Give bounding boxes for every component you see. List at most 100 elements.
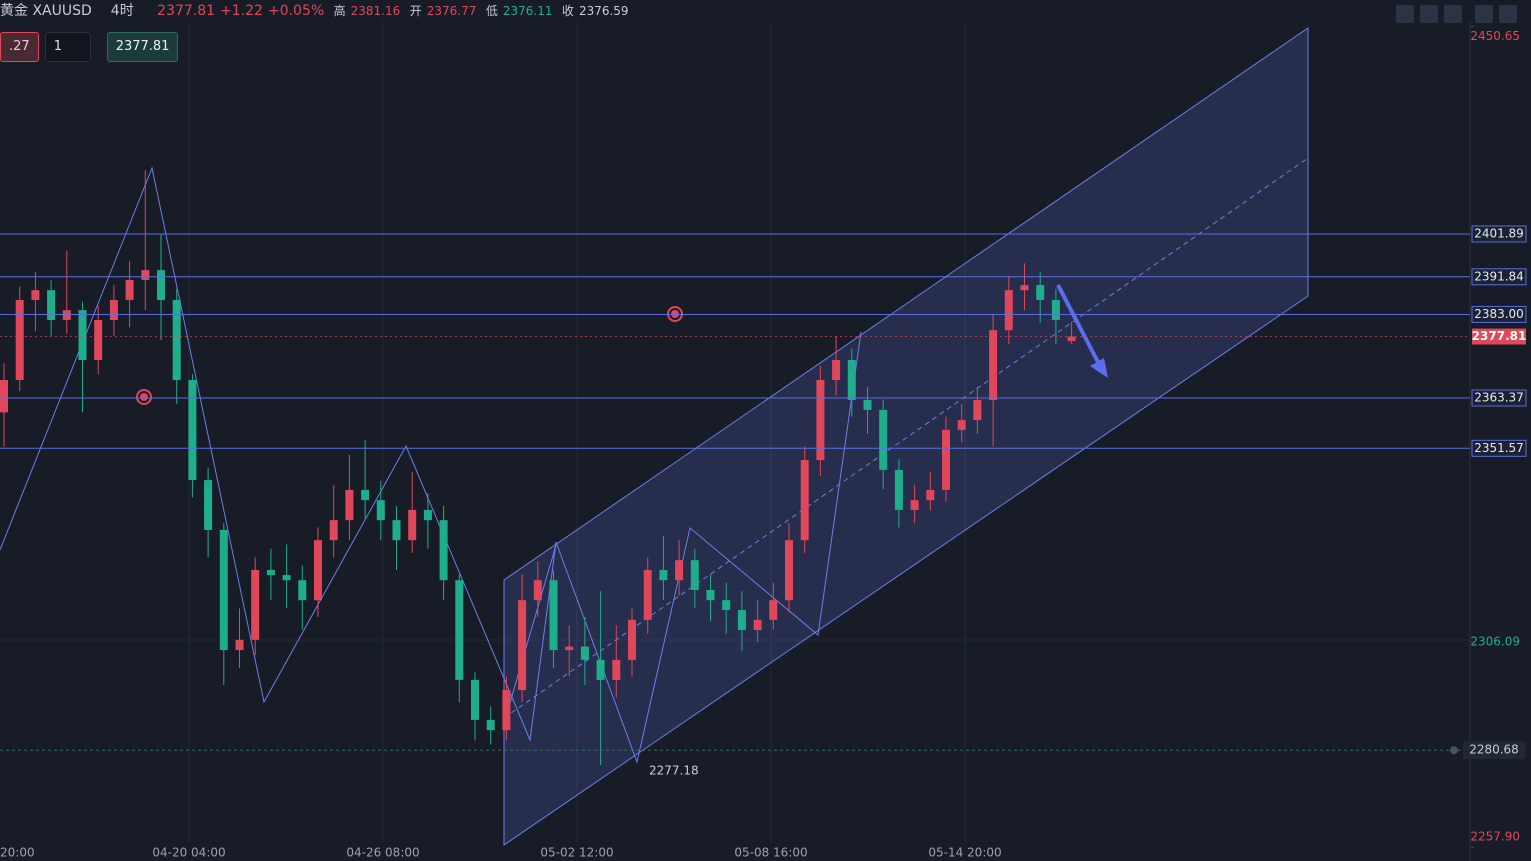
x-tick-label: 05-08 16:00 [734, 846, 807, 860]
candle-body [0, 380, 8, 413]
candle-body [235, 639, 244, 651]
x-tick-label: 05-14 20:00 [928, 846, 1001, 860]
candle-body [1036, 285, 1045, 300]
qty-input[interactable]: 1 [44, 32, 91, 62]
alert-bell [1450, 746, 1458, 755]
interval[interactable]: 4时 [110, 3, 134, 19]
candle-body [471, 679, 479, 720]
candle-body [769, 600, 778, 620]
level-label: 2363.37 [1474, 391, 1524, 405]
candle-body [31, 290, 40, 300]
candle-body [926, 489, 935, 501]
buy-button[interactable]: 2377.81 [106, 32, 179, 62]
candle-body [314, 540, 322, 601]
last-price-box [1472, 328, 1526, 345]
candle-body [785, 540, 793, 601]
candle-body [172, 299, 181, 381]
candle-body [989, 330, 998, 401]
candle-body [455, 580, 464, 680]
label: 收 [561, 4, 574, 18]
low-annotation: 2277.18 [649, 764, 699, 778]
candle-body [863, 400, 872, 410]
candle-body [533, 580, 542, 601]
candle-body [628, 619, 636, 660]
level-box [1471, 268, 1527, 286]
level-label: 2351.57 [1474, 441, 1524, 455]
candle-body [251, 569, 260, 640]
candle-body [157, 270, 165, 300]
price: 2377.81 [157, 3, 216, 19]
label: 高 [333, 4, 346, 18]
y-tick-label: 2257.90 [1470, 830, 1520, 844]
candle-body [659, 569, 668, 581]
candle-body [62, 310, 71, 320]
marks [0, 170, 1076, 766]
zigzag [504, 544, 557, 721]
candle-body [219, 529, 228, 651]
order-panel: .27 1 2377.81 [0, 32, 179, 62]
sell-button[interactable]: .27 [0, 32, 39, 62]
candle-body [549, 580, 558, 651]
candle-body [298, 580, 307, 601]
candle-body [423, 509, 432, 521]
candle-body [94, 319, 103, 361]
candle-body [439, 520, 448, 581]
arrow-head [1090, 358, 1108, 378]
candle-body [141, 270, 150, 280]
x-tick-label: 05-02 12:00 [540, 846, 613, 860]
candle-body [188, 380, 197, 481]
candle-body [329, 520, 338, 541]
candle-body [47, 290, 56, 320]
candle-body [361, 489, 370, 501]
candle-body [78, 310, 87, 361]
candle-body [282, 575, 291, 581]
channel [503, 27, 1309, 846]
candle-body [612, 659, 621, 680]
last-price-label: 2377.81 [1472, 329, 1527, 343]
marker [140, 393, 148, 401]
candle-body [675, 560, 684, 581]
x-tick-label: 20:00 [0, 846, 35, 860]
candle-body [894, 469, 903, 510]
level-box [1471, 305, 1527, 323]
candle-body [973, 400, 982, 421]
label: 开 [409, 4, 422, 18]
marker [136, 389, 152, 405]
level-label: 2383.00 [1474, 307, 1524, 321]
candle-body [879, 409, 888, 470]
candle-body [1067, 336, 1076, 341]
symbol[interactable]: 黄金 XAUUSD [0, 3, 92, 19]
y-tick-label: 2306.09 [1470, 635, 1520, 649]
change: +1.22 [220, 3, 263, 19]
candle-body [643, 569, 652, 620]
candle-body [706, 589, 715, 601]
value: 2376.11 [502, 4, 553, 18]
level-label: 2391.84 [1474, 269, 1524, 283]
change-pct: +0.05% [267, 3, 325, 19]
candle-body [392, 520, 401, 541]
channel-mid [503, 157, 1309, 719]
value: 2381.16 [350, 4, 401, 18]
candle-body [832, 360, 841, 381]
grid [0, 20, 1470, 842]
candle-body [1020, 285, 1029, 291]
candle-body [266, 569, 275, 576]
candle-body [957, 420, 966, 430]
candle-body [15, 299, 24, 381]
label: 低 [485, 4, 498, 18]
candle-body [486, 719, 495, 731]
candle-body [1051, 299, 1060, 320]
candle-body [910, 500, 919, 510]
candle-body [737, 610, 746, 631]
candle-body [518, 600, 527, 691]
toolbar[interactable] [1396, 5, 1517, 23]
candle-body [690, 560, 699, 590]
candle-body [204, 480, 213, 530]
y-tick-label: 2450.65 [1470, 29, 1520, 43]
level-box [1471, 439, 1527, 457]
candle-body [376, 500, 385, 521]
candle-body [847, 360, 856, 401]
level-box [1471, 389, 1527, 407]
candle-body [722, 600, 731, 611]
zigzag [0, 166, 862, 764]
